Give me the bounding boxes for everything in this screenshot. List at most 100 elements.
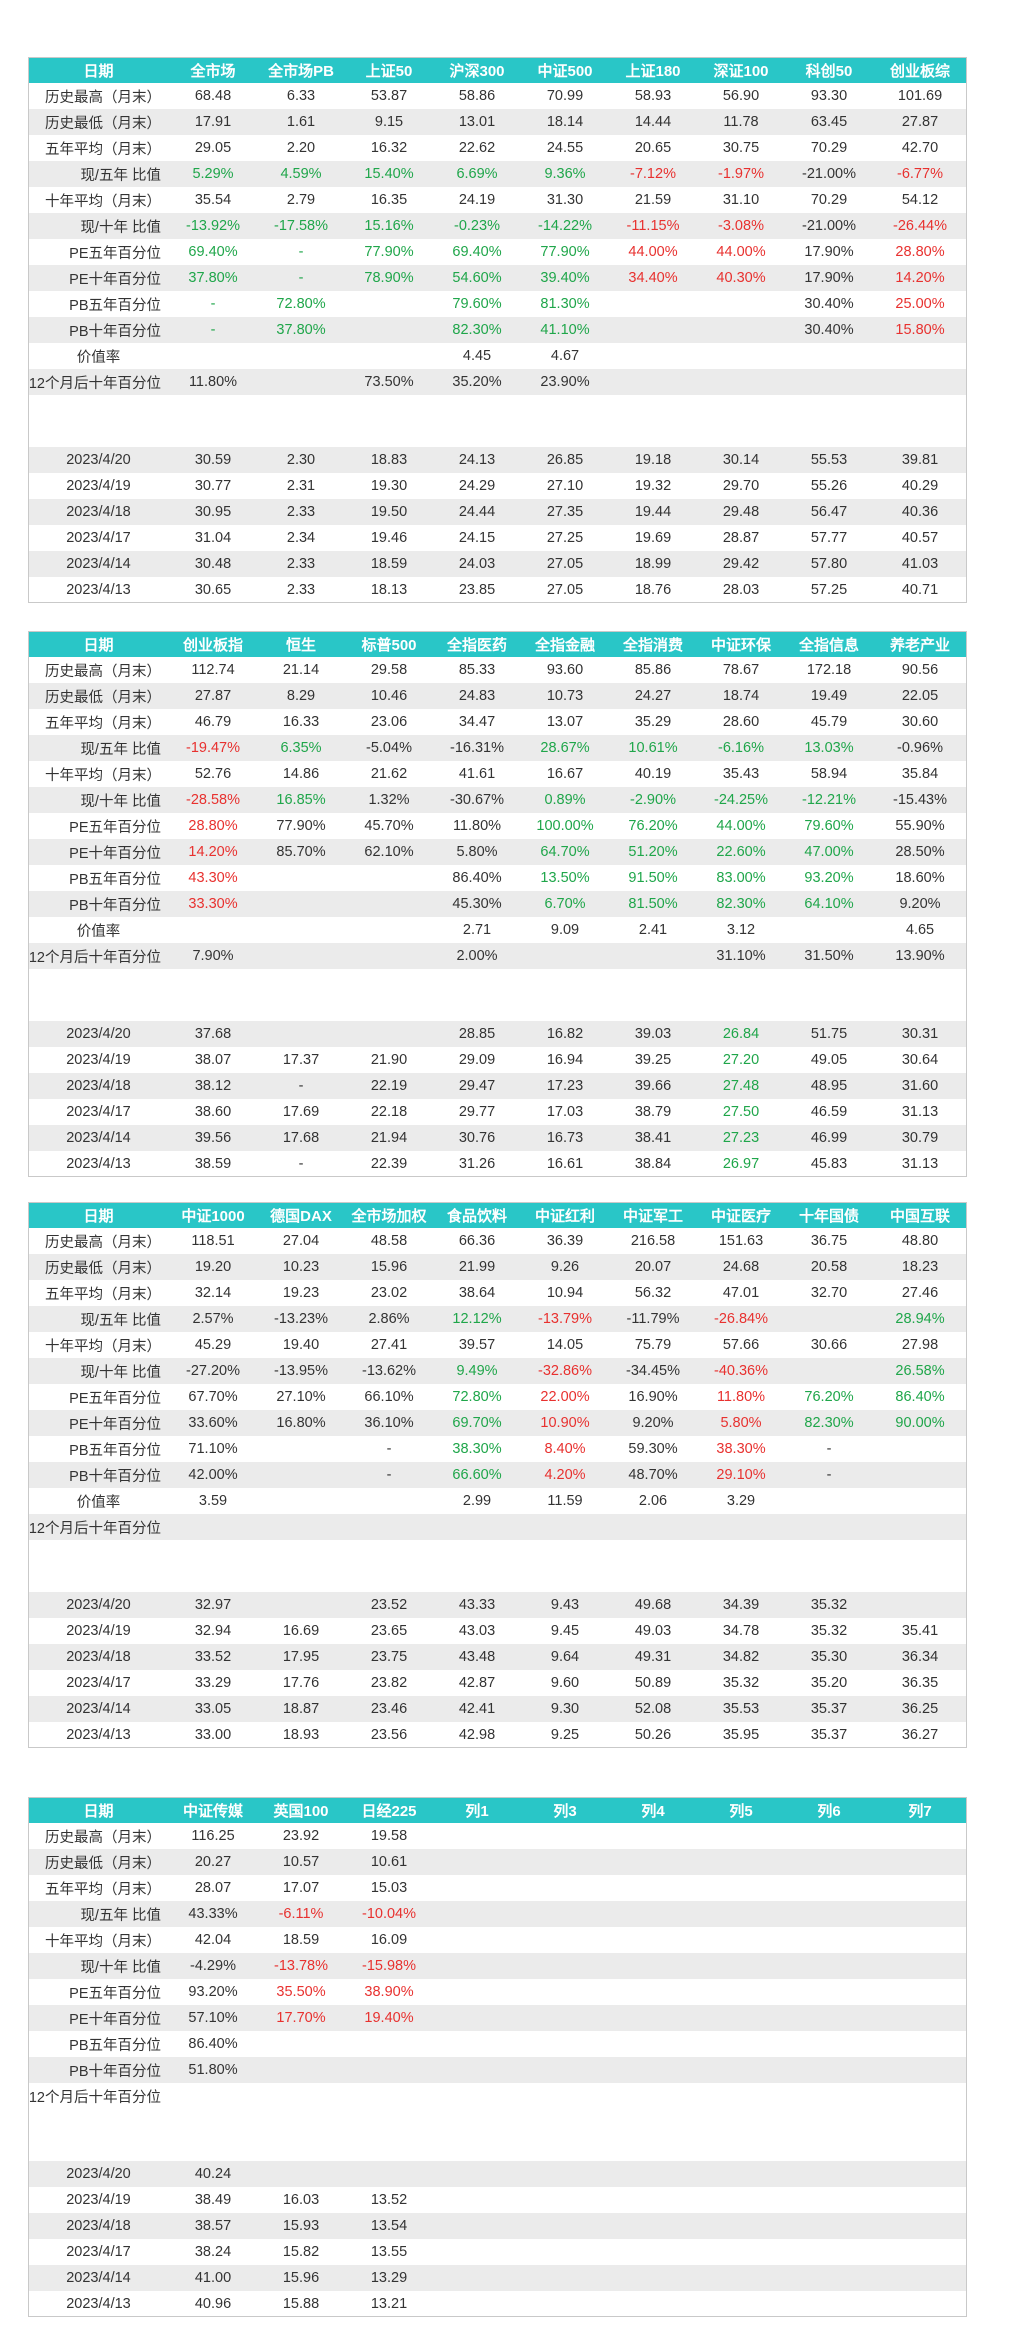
metric-cell[interactable] <box>521 2083 609 2109</box>
date-value-cell[interactable]: - <box>257 1073 345 1099</box>
metric-cell[interactable] <box>609 1823 697 1849</box>
metric-cell[interactable]: -30.67% <box>433 787 521 813</box>
metric-cell[interactable] <box>697 1875 785 1901</box>
metric-cell[interactable]: 16.90% <box>609 1384 697 1410</box>
metric-cell[interactable]: 33.30% <box>169 891 257 917</box>
metric-cell[interactable]: 28.80% <box>873 239 967 265</box>
date-value-cell[interactable]: 24.13 <box>433 447 521 473</box>
date-value-cell[interactable]: 2.30 <box>257 447 345 473</box>
date-value-cell[interactable]: 29.48 <box>697 499 785 525</box>
metric-cell[interactable]: -6.11% <box>257 1901 345 1927</box>
date-value-cell[interactable]: 22.18 <box>345 1099 433 1125</box>
metric-cell[interactable] <box>345 865 433 891</box>
metric-cell[interactable]: 10.46 <box>345 683 433 709</box>
date-value-cell[interactable] <box>609 2239 697 2265</box>
metric-cell[interactable]: 28.60 <box>697 709 785 735</box>
metric-cell[interactable]: -17.58% <box>257 213 345 239</box>
metric-cell[interactable]: 14.20% <box>169 839 257 865</box>
metric-cell[interactable]: -13.95% <box>257 1358 345 1384</box>
metric-cell[interactable]: 20.65 <box>609 135 697 161</box>
metric-cell[interactable]: 2.71 <box>433 917 521 943</box>
metric-cell[interactable]: 86.40% <box>873 1384 967 1410</box>
date-value-cell[interactable] <box>873 1592 967 1618</box>
date-value-cell[interactable]: 42.87 <box>433 1670 521 1696</box>
metric-cell[interactable]: 79.60% <box>785 813 873 839</box>
date-value-cell[interactable]: 41.00 <box>169 2265 257 2291</box>
date-value-cell[interactable]: 43.33 <box>433 1592 521 1618</box>
date-value-cell[interactable]: 9.64 <box>521 1644 609 1670</box>
date-value-cell[interactable]: 22.39 <box>345 1151 433 1177</box>
metric-cell[interactable] <box>433 1514 521 1540</box>
date-value-cell[interactable]: 19.69 <box>609 525 697 551</box>
metric-cell[interactable]: 2.57% <box>169 1306 257 1332</box>
metric-cell[interactable] <box>697 369 785 395</box>
metric-cell[interactable]: -28.58% <box>169 787 257 813</box>
metric-cell[interactable]: 10.23 <box>257 1254 345 1280</box>
date-value-cell[interactable]: 33.00 <box>169 1722 257 1748</box>
index-column-header[interactable]: 养老产业 <box>873 631 967 657</box>
date-value-cell[interactable] <box>785 2187 873 2213</box>
metric-cell[interactable]: - <box>169 317 257 343</box>
date-value-cell[interactable]: 18.76 <box>609 577 697 603</box>
metric-cell[interactable]: 22.00% <box>521 1384 609 1410</box>
date-value-cell[interactable]: 16.94 <box>521 1047 609 1073</box>
metric-cell[interactable]: 77.90% <box>521 239 609 265</box>
metric-cell[interactable]: 72.80% <box>433 1384 521 1410</box>
metric-cell[interactable]: 30.66 <box>785 1332 873 1358</box>
metric-cell[interactable] <box>169 2083 257 2109</box>
metric-cell[interactable]: -10.04% <box>345 1901 433 1927</box>
date-value-cell[interactable] <box>433 2291 521 2317</box>
metric-cell[interactable]: 54.60% <box>433 265 521 291</box>
date-value-cell[interactable] <box>345 1021 433 1047</box>
date-value-cell[interactable]: 43.48 <box>433 1644 521 1670</box>
metric-cell[interactable]: 7.90% <box>169 943 257 969</box>
metric-cell[interactable]: 13.03% <box>785 735 873 761</box>
metric-cell[interactable]: -13.62% <box>345 1358 433 1384</box>
metric-cell[interactable] <box>873 2057 967 2083</box>
metric-cell[interactable]: 16.32 <box>345 135 433 161</box>
metric-cell[interactable]: 57.66 <box>697 1332 785 1358</box>
date-value-cell[interactable]: 23.52 <box>345 1592 433 1618</box>
date-value-cell[interactable]: 18.99 <box>609 551 697 577</box>
index-column-header[interactable]: 中证红利 <box>521 1202 609 1228</box>
date-value-cell[interactable] <box>609 2213 697 2239</box>
date-value-cell[interactable]: 50.26 <box>609 1722 697 1748</box>
metric-cell[interactable]: 19.23 <box>257 1280 345 1306</box>
metric-cell[interactable] <box>521 1875 609 1901</box>
metric-cell[interactable]: 9.20% <box>873 891 967 917</box>
date-value-cell[interactable] <box>609 2291 697 2317</box>
date-value-cell[interactable]: 17.23 <box>521 1073 609 1099</box>
date-value-cell[interactable]: 26.97 <box>697 1151 785 1177</box>
metric-cell[interactable]: 15.16% <box>345 213 433 239</box>
metric-cell[interactable]: 18.14 <box>521 109 609 135</box>
metric-cell[interactable]: -7.12% <box>609 161 697 187</box>
metric-cell[interactable] <box>521 1901 609 1927</box>
metric-cell[interactable]: 24.27 <box>609 683 697 709</box>
metric-cell[interactable]: 34.47 <box>433 709 521 735</box>
date-value-cell[interactable]: 18.13 <box>345 577 433 603</box>
metric-cell[interactable]: 13.01 <box>433 109 521 135</box>
metric-cell[interactable]: 2.79 <box>257 187 345 213</box>
metric-cell[interactable] <box>697 2083 785 2109</box>
index-column-header[interactable]: 恒生 <box>257 631 345 657</box>
metric-cell[interactable] <box>521 1953 609 1979</box>
metric-cell[interactable]: 10.61% <box>609 735 697 761</box>
metric-cell[interactable]: 4.67 <box>521 343 609 369</box>
date-value-cell[interactable]: 39.56 <box>169 1125 257 1151</box>
metric-cell[interactable] <box>521 2031 609 2057</box>
date-value-cell[interactable]: 49.31 <box>609 1644 697 1670</box>
date-value-cell[interactable]: 23.56 <box>345 1722 433 1748</box>
metric-cell[interactable]: 48.58 <box>345 1228 433 1254</box>
metric-cell[interactable]: -19.47% <box>169 735 257 761</box>
date-column-header[interactable]: 日期 <box>28 631 169 657</box>
metric-cell[interactable] <box>873 1488 967 1514</box>
metric-cell[interactable] <box>169 917 257 943</box>
date-value-cell[interactable]: 46.99 <box>785 1125 873 1151</box>
metric-cell[interactable]: -26.84% <box>697 1306 785 1332</box>
index-column-header[interactable]: 中证医疗 <box>697 1202 785 1228</box>
metric-cell[interactable] <box>433 1875 521 1901</box>
metric-cell[interactable] <box>257 343 345 369</box>
metric-cell[interactable]: 21.59 <box>609 187 697 213</box>
date-value-cell[interactable]: 32.94 <box>169 1618 257 1644</box>
metric-cell[interactable]: 14.20% <box>873 265 967 291</box>
